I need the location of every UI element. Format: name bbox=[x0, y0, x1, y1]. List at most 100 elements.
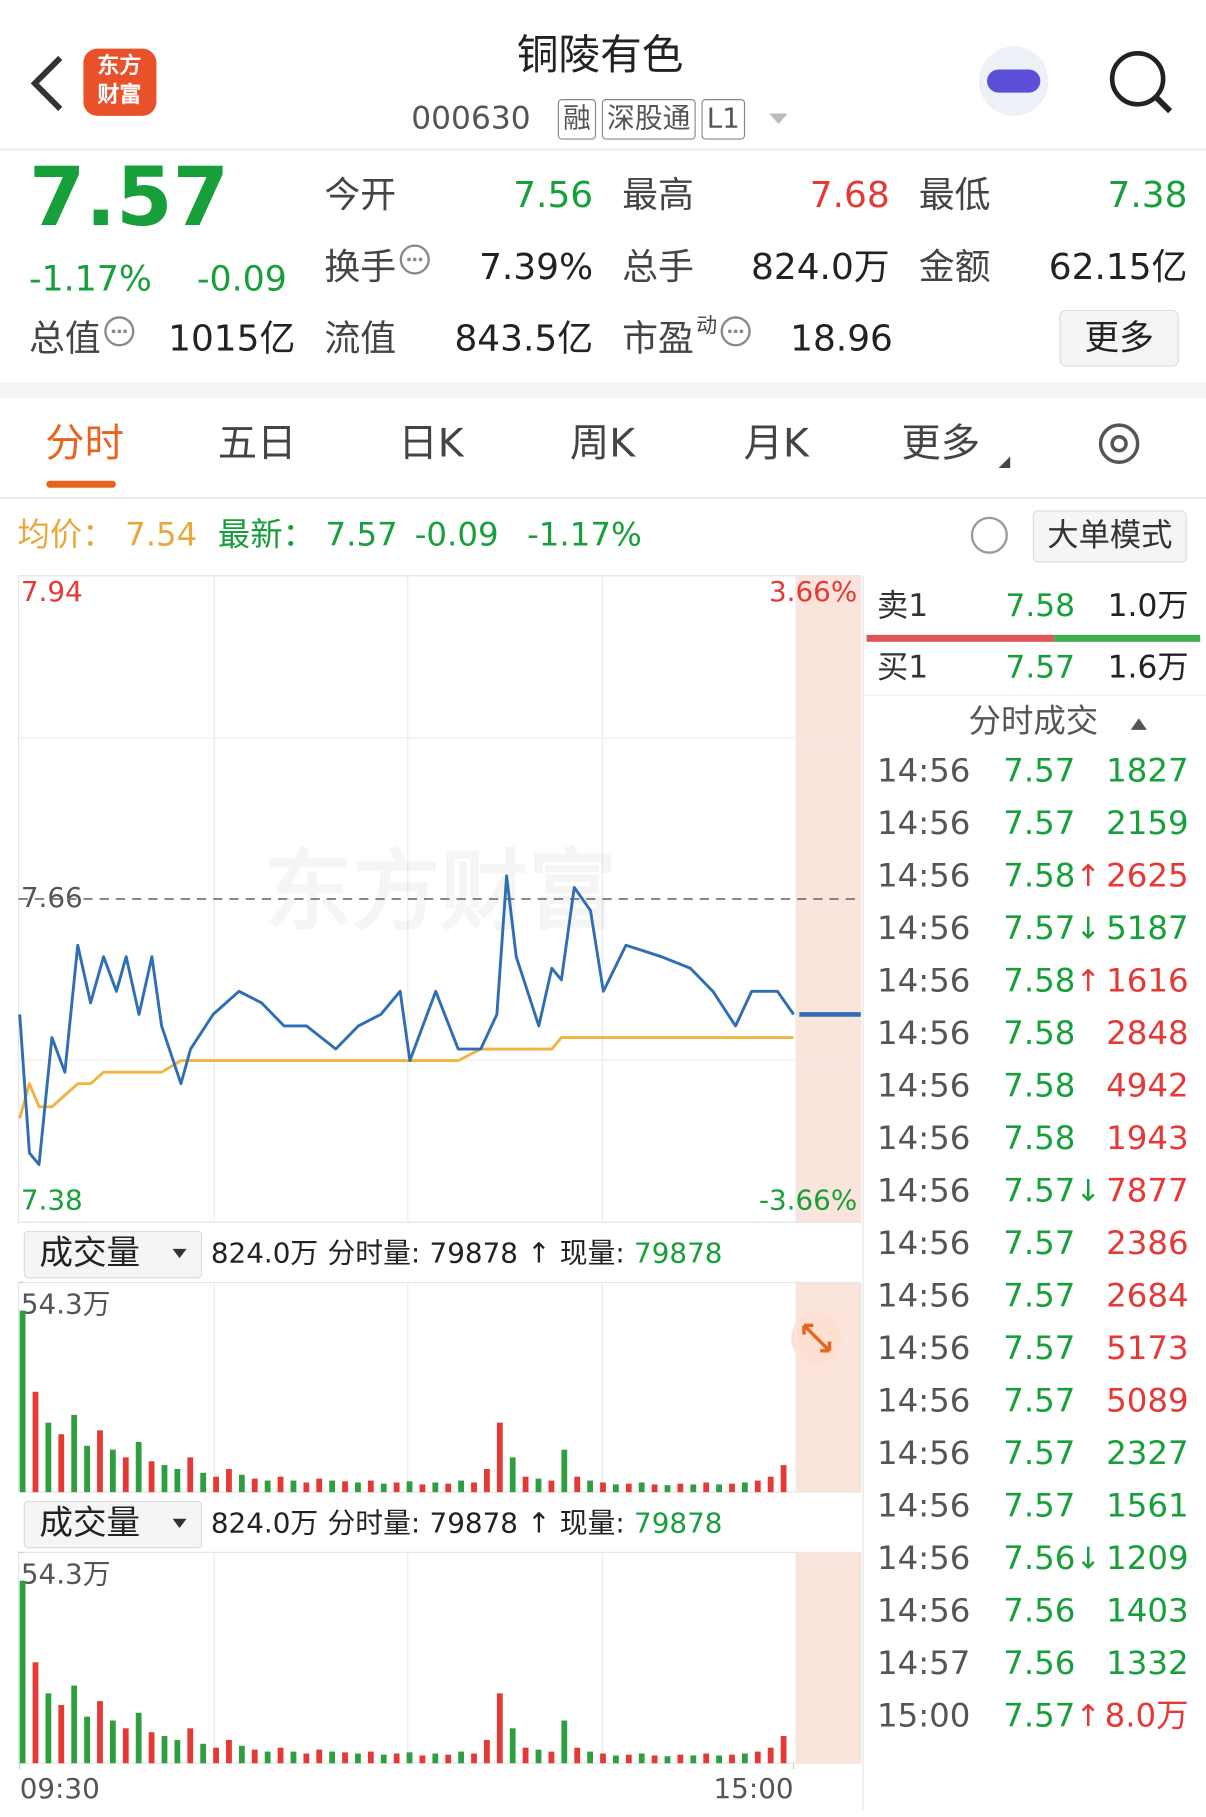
trade-volume: 5089 bbox=[1106, 1381, 1189, 1419]
volume-bar bbox=[174, 1739, 181, 1764]
volume-bar bbox=[316, 1749, 323, 1764]
volume-bar bbox=[496, 1422, 503, 1493]
y-tick-label: 54.3万 bbox=[21, 1558, 111, 1591]
trade-price: 7.57 bbox=[1003, 1224, 1075, 1262]
volume-bar bbox=[509, 1457, 516, 1493]
volume-bar bbox=[161, 1736, 168, 1764]
settings-icon[interactable] bbox=[1098, 423, 1140, 464]
back-button[interactable] bbox=[30, 55, 63, 111]
volume-info: 79878 bbox=[430, 1237, 518, 1270]
volume-bar bbox=[290, 1751, 297, 1764]
trade-price: 7.57 bbox=[1003, 1381, 1075, 1419]
tab[interactable]: 分时 bbox=[45, 421, 124, 467]
dropdown-icon bbox=[172, 1518, 187, 1529]
trade-time: 14:56 bbox=[877, 1486, 970, 1524]
volume-bar bbox=[58, 1704, 65, 1764]
stat-label: 总值 bbox=[29, 319, 101, 360]
sort-icon[interactable] bbox=[1130, 718, 1147, 730]
mode-button-label[interactable]: 大单模式 bbox=[1047, 517, 1172, 553]
trade-price: 7.58 bbox=[1003, 857, 1075, 895]
trade-volume: 1561 bbox=[1106, 1486, 1189, 1524]
volume-info: 现量: bbox=[560, 1507, 625, 1540]
volume-bar bbox=[316, 1478, 323, 1493]
y-tick-label: 7.66 bbox=[21, 881, 83, 914]
tab[interactable]: 月K bbox=[744, 421, 810, 467]
info-dot bbox=[418, 257, 423, 262]
stat-value: 7.39% bbox=[479, 247, 593, 288]
trade-price: 7.57 bbox=[1003, 1329, 1075, 1367]
volume-bar bbox=[122, 1728, 129, 1764]
volume-bar bbox=[548, 1751, 555, 1764]
volume-bar bbox=[432, 1482, 439, 1493]
volume-bar bbox=[729, 1483, 735, 1493]
volume-selector[interactable] bbox=[23, 1230, 203, 1279]
trade-price: 7.57 bbox=[1003, 1277, 1075, 1315]
stat-label: 金额 bbox=[919, 247, 991, 288]
stat-label: 今开 bbox=[324, 175, 396, 216]
y-tick-label: 7.94 bbox=[21, 575, 83, 608]
y2-tick-label: -3.66% bbox=[759, 1183, 857, 1216]
book-price: 7.58 bbox=[1005, 588, 1075, 624]
volume-bar bbox=[367, 1751, 374, 1764]
volume-bar bbox=[226, 1739, 232, 1764]
help-icon[interactable] bbox=[970, 516, 1008, 554]
trade-price: 7.57 bbox=[1003, 1434, 1075, 1472]
stat-value: 62.15亿 bbox=[1049, 247, 1188, 288]
trade-price: 7.58 bbox=[1003, 1014, 1075, 1052]
volume-bar bbox=[471, 1482, 477, 1493]
volume-bar bbox=[458, 1480, 465, 1493]
volume-bar bbox=[342, 1752, 348, 1764]
volume-info: 79878 bbox=[634, 1507, 722, 1540]
dropdown-icon bbox=[172, 1248, 187, 1259]
trade-price: 7.57 bbox=[1003, 1486, 1075, 1524]
volume-selector[interactable] bbox=[23, 1500, 203, 1549]
volume-info: 79878 bbox=[634, 1237, 722, 1270]
mode-button[interactable] bbox=[1032, 510, 1187, 563]
volume-bar bbox=[84, 1716, 90, 1764]
tab[interactable]: 五日 bbox=[218, 421, 297, 467]
volume-bar bbox=[148, 1461, 155, 1493]
volume-bar bbox=[380, 1483, 387, 1493]
volume-frame bbox=[17, 1281, 862, 1493]
stat-label: 最高 bbox=[622, 175, 694, 216]
more-button-label[interactable]: 更多 bbox=[1084, 318, 1154, 358]
expand-icon bbox=[802, 1323, 832, 1353]
volume-bar bbox=[380, 1754, 387, 1764]
info-dot bbox=[733, 329, 738, 334]
avg-price: 7.54 bbox=[125, 515, 197, 553]
volume-bar bbox=[484, 1739, 490, 1764]
volume-selector-label[interactable]: 成交量 bbox=[39, 1233, 140, 1272]
volume-bar bbox=[303, 1753, 310, 1764]
stock-name: 铜陵有色 bbox=[517, 30, 684, 79]
book-volume: 1.6万 bbox=[1108, 649, 1189, 685]
volume-bar bbox=[19, 1580, 26, 1764]
volume-bar bbox=[71, 1685, 78, 1764]
info-dot bbox=[111, 329, 116, 334]
market-tag: 深股通 bbox=[607, 101, 690, 134]
trade-arrow: ↓ bbox=[1075, 912, 1100, 947]
stat-label: 换手 bbox=[324, 247, 396, 288]
y-tick-label: 7.38 bbox=[21, 1183, 83, 1216]
volume-bar bbox=[754, 1751, 761, 1764]
tab[interactable]: 更多 bbox=[901, 421, 980, 467]
trade-volume: 4942 bbox=[1106, 1067, 1189, 1105]
volume-selector-label[interactable]: 成交量 bbox=[39, 1503, 140, 1542]
stat-label: 市盈 bbox=[622, 319, 694, 360]
tab[interactable]: 周K bbox=[570, 421, 636, 467]
volume-info: 824.0万 bbox=[211, 1237, 318, 1270]
x-tick-label: 09:30 bbox=[20, 1772, 100, 1805]
search-icon[interactable] bbox=[1109, 50, 1166, 107]
info-dot bbox=[727, 329, 732, 334]
price-line bbox=[18, 1036, 794, 1119]
volume-bar bbox=[251, 1749, 258, 1764]
volume-bar bbox=[419, 1755, 426, 1764]
more-button[interactable] bbox=[1059, 309, 1179, 367]
tab[interactable]: 日K bbox=[398, 421, 464, 467]
info-dot bbox=[412, 257, 417, 262]
dropdown-icon[interactable] bbox=[769, 113, 788, 124]
volume-frame bbox=[17, 1551, 862, 1764]
trade-price: 7.56 bbox=[1003, 1539, 1075, 1577]
info-dot bbox=[407, 257, 411, 262]
trade-price: 7.57 bbox=[1003, 752, 1075, 790]
volume-bar bbox=[303, 1482, 310, 1493]
